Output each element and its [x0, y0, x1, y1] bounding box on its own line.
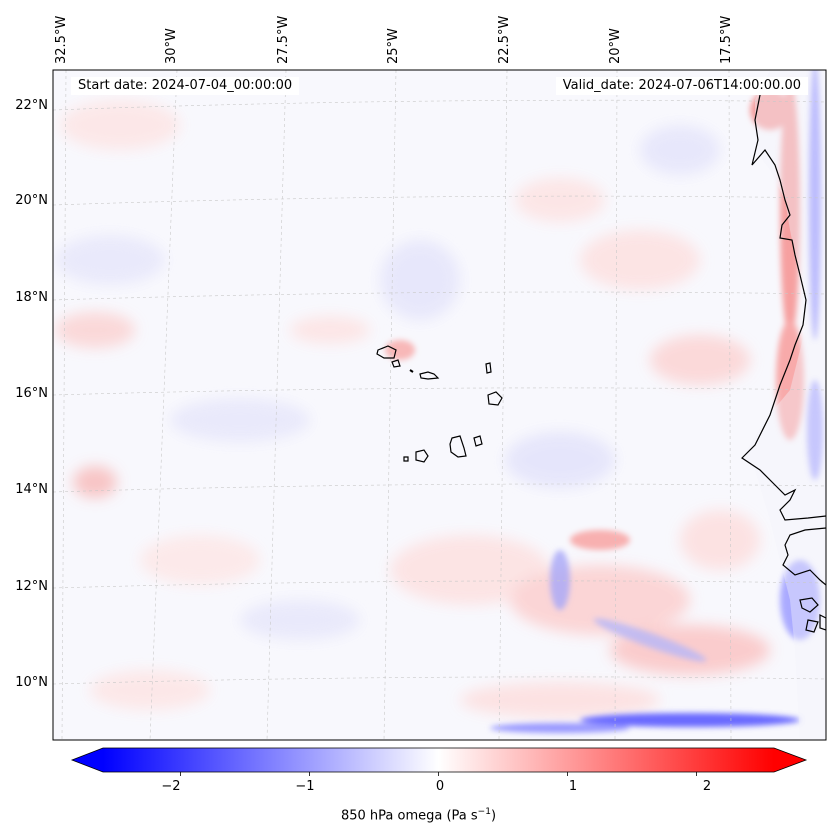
island-maio	[473, 435, 483, 447]
island-santo-antao	[376, 345, 397, 359]
island-brava	[403, 456, 409, 462]
lon-label-30w: 30°W	[164, 28, 179, 64]
colorbar-tick-label: −2	[161, 779, 181, 794]
africa-coast	[741, 81, 826, 521]
lon-label-17-5w: 17.5°W	[719, 15, 734, 64]
island-boa-vista	[487, 391, 503, 406]
colorbar-label-exponent: −1	[477, 807, 491, 817]
lon-label-25w: 25°W	[386, 28, 401, 64]
valid-date-label: Valid_date: 2024-07-06T14:00:00.00	[555, 77, 808, 95]
island-sao-nicolau	[419, 371, 440, 380]
colorbar-label: 850 hPa omega (Pa s−1)	[0, 807, 837, 823]
omega-field	[53, 70, 826, 740]
map-frame	[52, 69, 827, 741]
lon-label-22-5w: 22.5°W	[497, 15, 512, 64]
colorbar-tick-label: 2	[702, 779, 712, 794]
gridlines	[53, 70, 826, 740]
coastlines	[376, 81, 826, 633]
colorbar-label-close: )	[490, 808, 497, 824]
start-date-label: Start date: 2024-07-04_00:00:00	[71, 77, 300, 95]
lat-label-16n: 16°N	[15, 386, 48, 401]
island-sal	[485, 362, 492, 374]
lat-label-12n: 12°N	[15, 579, 48, 594]
africa-coast-south	[782, 527, 826, 586]
lat-label-22n: 22°N	[15, 98, 48, 113]
lon-label-20w: 20°W	[608, 28, 623, 64]
lat-label-14n: 14°N	[15, 482, 48, 497]
colorbar-min-extend	[72, 748, 103, 772]
lon-label-27-5w: 27.5°W	[276, 15, 291, 64]
island-fogo	[415, 449, 429, 463]
island-santiago	[449, 435, 467, 458]
colorbar	[70, 747, 808, 776]
lat-label-20n: 20°N	[15, 193, 48, 208]
lat-label-18n: 18°N	[15, 290, 48, 305]
colorbar-tick-label: 0	[435, 779, 445, 794]
colorbar-gradient	[103, 748, 774, 772]
colorbar-tick-label: 1	[568, 779, 578, 794]
colorbar-max-extend	[774, 748, 806, 772]
lat-label-10n: 10°N	[15, 675, 48, 690]
colorbar-label-text: 850 hPa omega (Pa s	[340, 808, 478, 824]
colorbar-outline	[70, 747, 808, 773]
colorbar-tick-label: −1	[295, 779, 315, 794]
lon-label-32-5w: 32.5°W	[54, 15, 69, 64]
island-sao-vicente	[391, 359, 401, 368]
coast-islands-bissau	[799, 597, 826, 633]
